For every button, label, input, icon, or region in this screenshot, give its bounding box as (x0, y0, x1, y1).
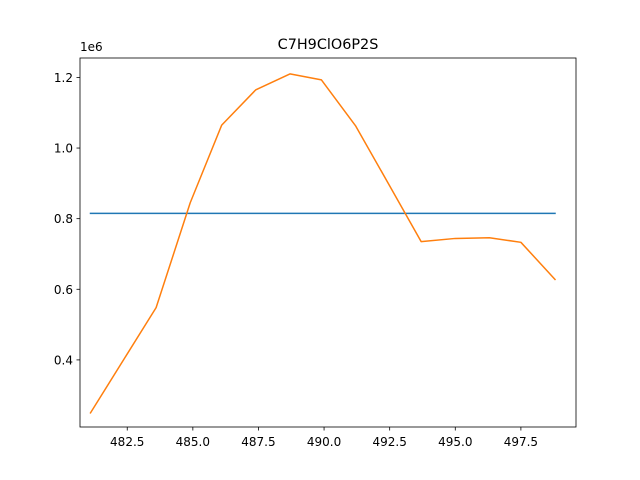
x-tick-label: 492.5 (372, 435, 406, 449)
x-axis: 482.5 485.0 487.5 490.0 492.5 495.0 497.5 (110, 427, 538, 449)
y-tick-label: 0.4 (54, 353, 73, 367)
y-offset-label: 1e6 (80, 40, 103, 54)
series-2-line (89, 73, 557, 414)
y-tick-label: 0.8 (54, 212, 73, 226)
y-tick-label: 0.6 (54, 283, 73, 297)
y-tick-label: 1.0 (54, 142, 73, 156)
y-tick-label: 1.2 (54, 71, 73, 85)
series-layer (89, 73, 557, 414)
x-tick-label: 482.5 (110, 435, 144, 449)
y-axis: 0.4 0.6 0.8 1.0 1.2 (54, 71, 80, 367)
plot-area-frame (79, 57, 577, 428)
x-tick-label: 485.0 (176, 435, 210, 449)
chart-title: C7H9ClO6P2S (278, 37, 379, 53)
x-tick-label: 497.5 (504, 435, 538, 449)
x-tick-label: 490.0 (307, 435, 341, 449)
x-tick-label: 487.5 (241, 435, 275, 449)
x-tick-label: 495.0 (438, 435, 472, 449)
series-2 (89, 73, 557, 414)
